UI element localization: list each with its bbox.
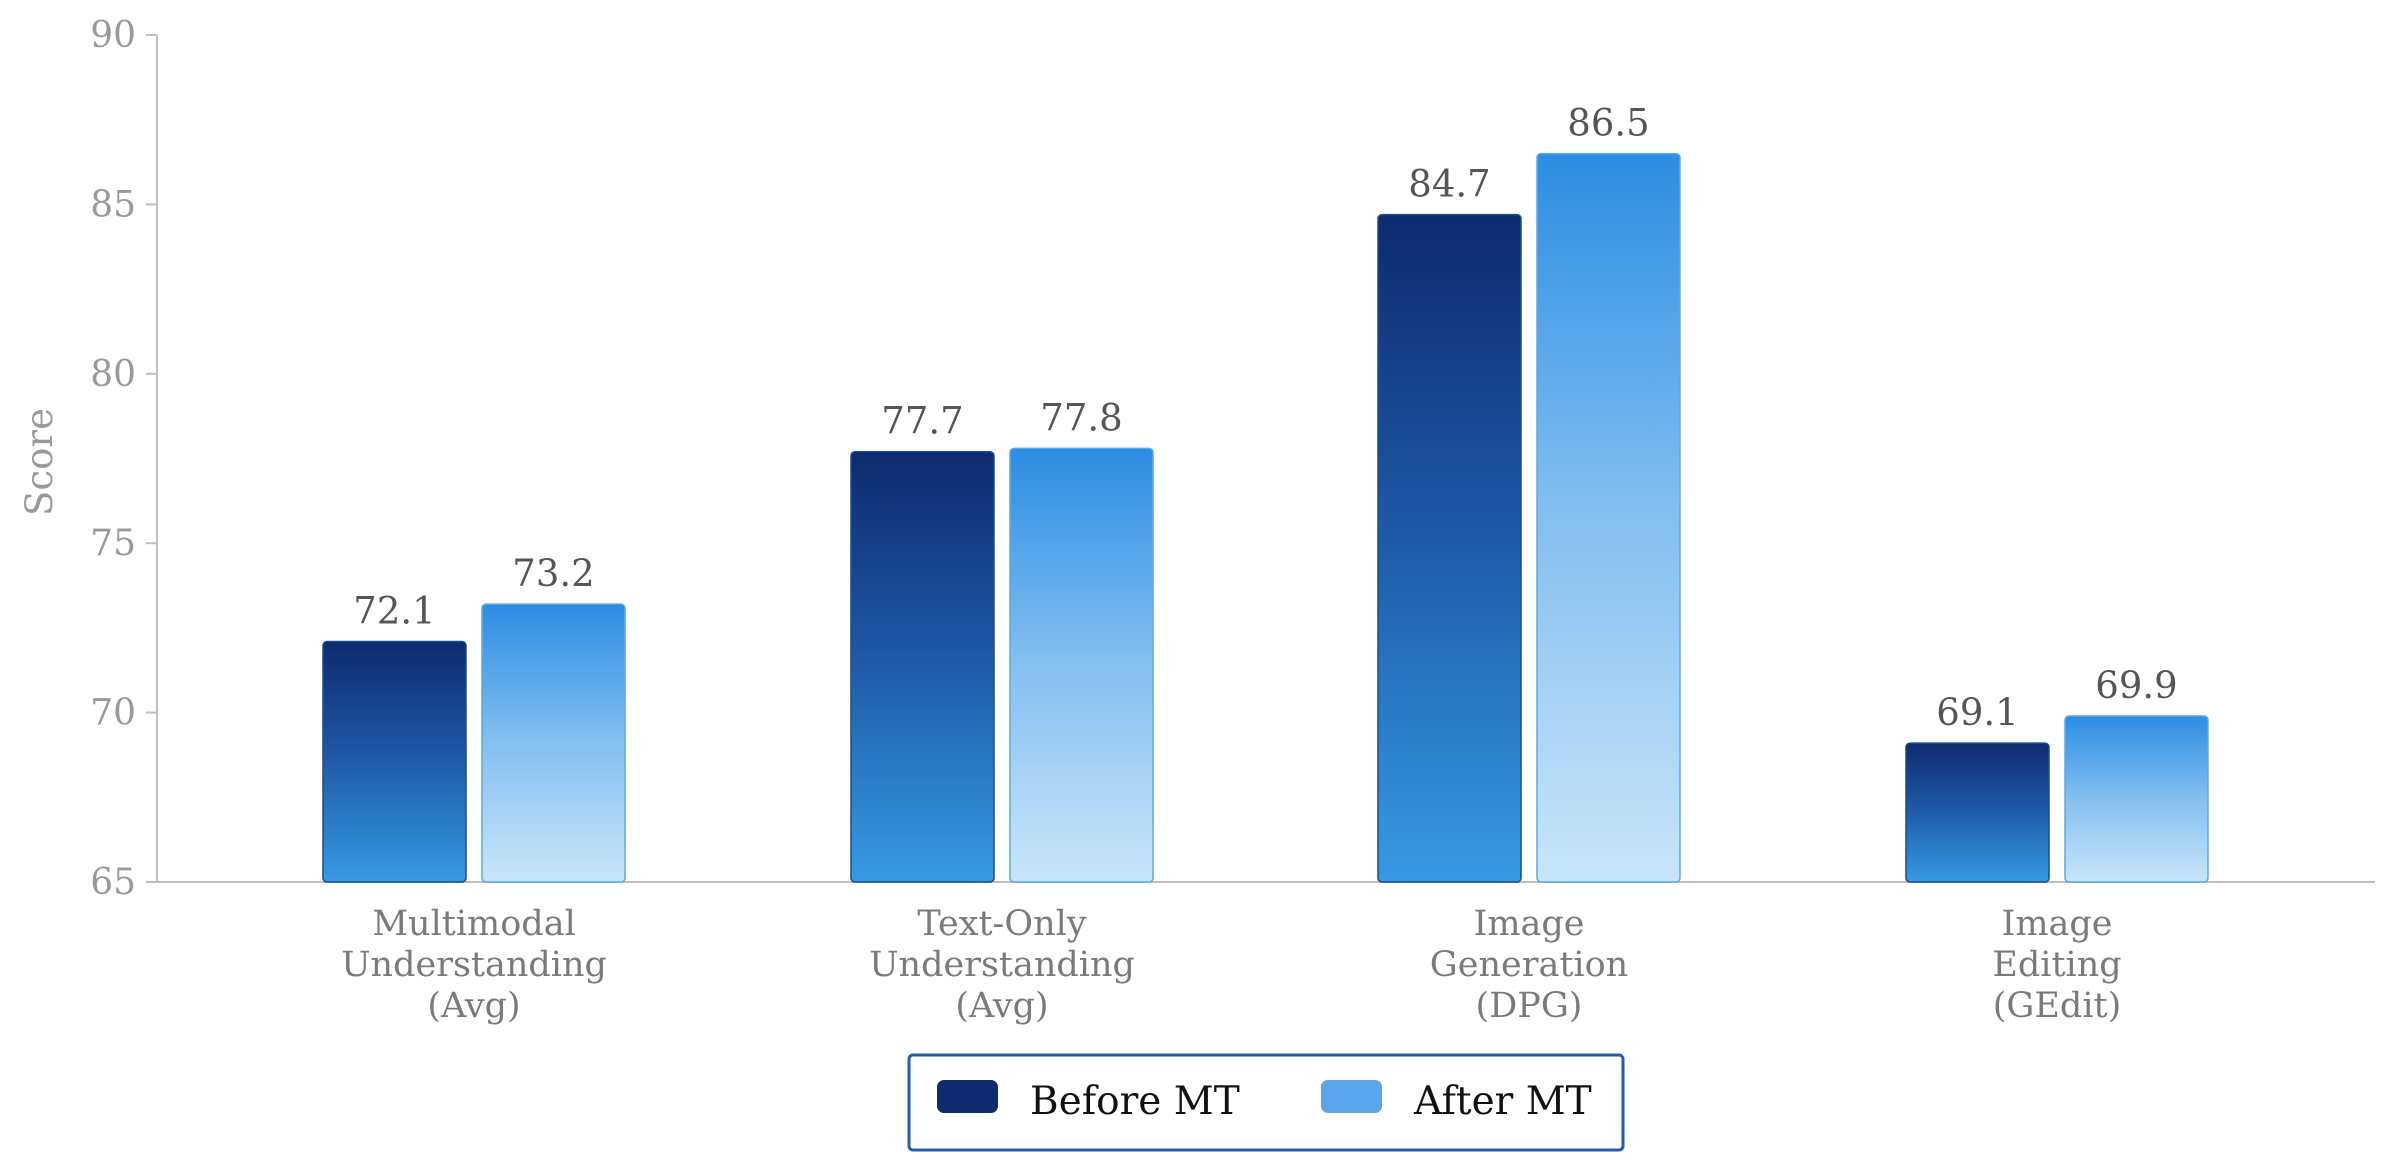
bar-after-3: [2064, 715, 2209, 883]
value-label: 84.7: [1408, 163, 1490, 206]
category-labels: MultimodalUnderstanding(Avg)Text-OnlyUnd…: [341, 904, 2122, 1026]
category-label: Understanding: [341, 945, 607, 985]
category-label: Text-Only: [917, 904, 1086, 944]
bar-after-0: [481, 603, 626, 883]
bar-before-2: [1377, 213, 1522, 883]
category-label: Multimodal: [372, 904, 576, 944]
value-label: 72.1: [353, 589, 435, 632]
legend-box: [907, 1053, 1625, 1152]
y-tick-label: 90: [90, 15, 136, 56]
value-label: 69.9: [2095, 664, 2177, 707]
legend: Before MT After MT: [907, 1053, 1625, 1152]
value-label: 73.2: [512, 552, 594, 595]
y-tick-label: 75: [90, 523, 136, 564]
y-axis-title: Score: [18, 408, 61, 516]
y-tick-label: 85: [90, 184, 136, 225]
bar-after-2: [1536, 152, 1681, 883]
legend-swatch-after: [1321, 1080, 1382, 1113]
category-label: (DPG): [1476, 986, 1583, 1026]
y-tick-label: 80: [90, 354, 136, 395]
category-label: Understanding: [869, 945, 1135, 985]
legend-label-after: After MT: [1413, 1079, 1592, 1124]
value-label: 86.5: [1567, 102, 1649, 145]
category-label: (GEdit): [1993, 986, 2121, 1026]
value-label: 77.7: [881, 400, 963, 443]
y-tick-label: 65: [90, 862, 136, 903]
bar-before-3: [1905, 742, 2050, 883]
legend-label-before: Before MT: [1030, 1079, 1240, 1124]
category-label: (Avg): [955, 986, 1048, 1026]
y-tick-label: 70: [90, 693, 136, 734]
value-labels: 72.1 73.2 77.7 77.8 84.7 86.5 69.1 69.9: [353, 102, 2177, 735]
bars: [322, 152, 2209, 883]
bar-after-1: [1009, 447, 1154, 883]
category-label: Image: [1474, 904, 1585, 944]
category-label: Image: [2002, 904, 2113, 944]
y-ticks: 65 70 75 80 85 90: [90, 15, 157, 903]
legend-swatch-before: [937, 1080, 998, 1113]
value-label: 77.8: [1040, 396, 1122, 439]
category-label: (Avg): [427, 986, 520, 1026]
category-label: Generation: [1430, 945, 1628, 985]
value-label: 69.1: [1936, 691, 2018, 734]
category-label: Editing: [1992, 945, 2121, 985]
bar-before-1: [850, 450, 995, 883]
bar-before-0: [322, 640, 467, 883]
